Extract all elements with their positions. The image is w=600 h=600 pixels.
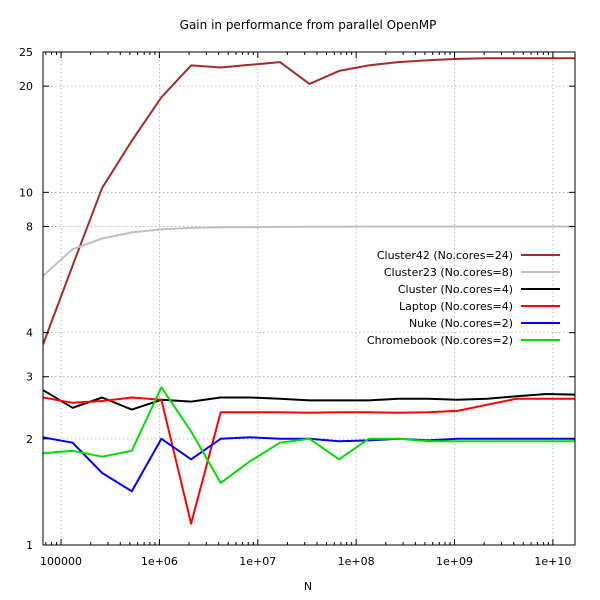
x-tick-label: 100000 (40, 555, 82, 568)
series-lines (43, 57, 575, 525)
legend: Cluster42 (No.cores=24) Cluster23 (No.cor… (367, 249, 560, 347)
x-tick-label: 1e+08 (338, 555, 375, 568)
y-tick-label: 4 (26, 327, 33, 340)
legend-label-nuke: Nuke (No.cores=2) (409, 317, 513, 330)
series-line-cluster (43, 389, 575, 411)
legend-label-cluster23: Cluster23 (No.cores=8) (384, 266, 513, 279)
x-tick-label: 1e+06 (141, 555, 178, 568)
x-axis-label: N (304, 580, 312, 593)
series-line-laptop (43, 396, 575, 525)
y-tick-label: 2 (26, 433, 33, 446)
legend-label-cluster42: Cluster42 (No.cores=24) (377, 249, 513, 262)
x-tick-label: 1e+10 (534, 555, 571, 568)
legend-label-chromebook: Chromebook (No.cores=2) (367, 334, 513, 347)
y-tick-label: 25 (19, 46, 33, 59)
y-tick-label: 20 (19, 80, 33, 93)
legend-label-cluster: Cluster (No.cores=4) (398, 283, 513, 296)
legend-label-laptop: Laptop (No.cores=4) (399, 300, 513, 313)
plot-frame (42, 51, 576, 546)
series-line-chromebook (43, 386, 575, 484)
series-line-cluster23 (43, 225, 575, 277)
y-tick-label: 10 (19, 186, 33, 199)
x-tick-label: 1e+09 (436, 555, 473, 568)
grid (43, 52, 575, 545)
x-tick-label: 1e+07 (239, 555, 276, 568)
axis-ticks: 1 2 3 4 8 10 20 25 100000 1e+06 1e+07 1e+08 1e+09 1e+… (19, 46, 575, 568)
y-tick-label: 3 (26, 371, 33, 384)
y-tick-label: 1 (26, 539, 33, 552)
y-tick-label: 8 (26, 221, 33, 234)
series-line-cluster42 (43, 57, 575, 345)
chart-title: Gain in performance from parallel OpenMP (180, 18, 437, 32)
